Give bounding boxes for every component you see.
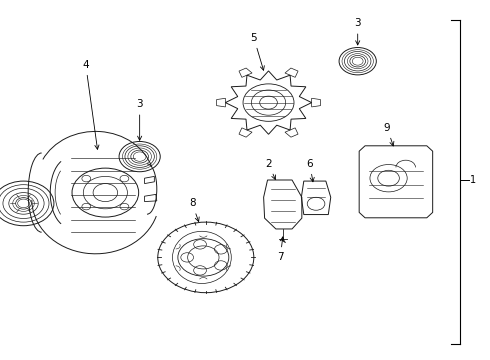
Text: 4: 4: [82, 60, 99, 149]
Text: 3: 3: [136, 99, 143, 140]
Text: 2: 2: [265, 159, 275, 180]
Text: 1: 1: [470, 175, 476, 185]
Text: 9: 9: [384, 123, 394, 146]
Text: 5: 5: [250, 33, 264, 70]
Text: 3: 3: [354, 18, 361, 45]
Text: 6: 6: [306, 159, 314, 182]
Text: 8: 8: [189, 198, 199, 221]
Text: 7: 7: [277, 237, 284, 262]
